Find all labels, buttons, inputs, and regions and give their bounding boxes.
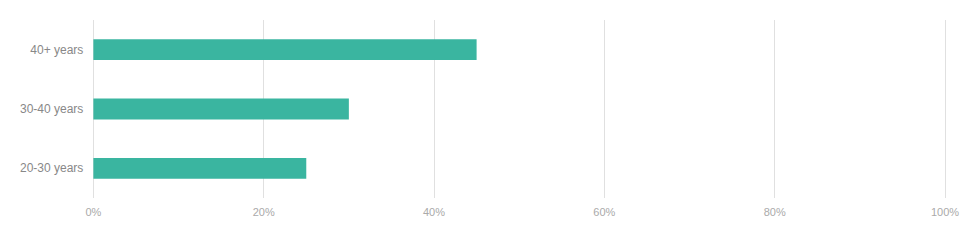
svg-text:0%: 0%: [85, 206, 101, 218]
svg-text:60%: 60%: [593, 206, 615, 218]
svg-text:40+ years: 40+ years: [30, 43, 83, 57]
svg-text:40%: 40%: [423, 206, 445, 218]
svg-text:80%: 80%: [764, 206, 786, 218]
svg-text:100%: 100%: [931, 206, 959, 218]
svg-text:20%: 20%: [253, 206, 275, 218]
svg-text:20-30 years: 20-30 years: [20, 161, 83, 175]
svg-text:30-40 years: 30-40 years: [20, 102, 83, 116]
